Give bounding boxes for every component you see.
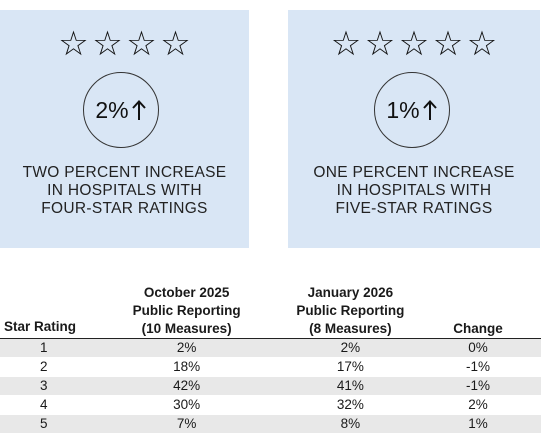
cell-change: 1% — [414, 414, 541, 433]
star-outline-icon: ☆ — [364, 24, 396, 64]
five-star-card: ☆ ☆ ☆ ☆ ☆ 1% ONE PERCENT INCREASE IN HOSPITA… — [288, 10, 540, 248]
cell-change: 0% — [414, 338, 541, 358]
star-outline-icon: ☆ — [58, 24, 89, 64]
cell-change: 2% — [414, 395, 541, 415]
star-outline-icon: ☆ — [466, 24, 498, 64]
percent-circle: 1% — [374, 72, 450, 148]
cell-rating: 5 — [0, 414, 88, 433]
header-january-2026: January 2026 Public Reporting (8 Measure… — [285, 284, 415, 339]
cell-october: 2% — [87, 338, 286, 358]
four-star-card: ☆ ☆ ☆ ☆ 2% TWO PERCENT INCREASE IN HOSPITAL… — [0, 10, 249, 248]
table-row: 1 2% 2% 0% — [0, 338, 541, 358]
percent-circle: 2% — [83, 72, 159, 148]
table-row: 3 42% 41% -1% — [0, 376, 541, 396]
cell-october: 42% — [87, 376, 286, 396]
cell-january: 17% — [285, 357, 415, 377]
star-rating-table: Star Rating October 2025 Public Reportin… — [0, 284, 541, 433]
description-line: IN HOSPITALS WITH — [336, 182, 492, 199]
description-line: IN HOSPITALS WITH — [47, 182, 202, 199]
cell-january: 32% — [285, 395, 415, 415]
star-rating-icons: ☆ ☆ ☆ ☆ ☆ — [288, 24, 540, 64]
cell-rating: 2 — [0, 357, 88, 377]
cell-january: 2% — [285, 338, 415, 358]
cell-change: -1% — [414, 357, 541, 377]
table-row: 2 18% 17% -1% — [0, 357, 541, 377]
up-arrow-icon — [131, 100, 146, 120]
cell-october: 30% — [87, 395, 286, 415]
star-outline-icon: ☆ — [126, 24, 157, 64]
description-line: TWO PERCENT INCREASE — [22, 164, 227, 181]
cell-october: 7% — [87, 414, 286, 433]
cell-change: -1% — [414, 376, 541, 396]
table-header-row: Star Rating October 2025 Public Reportin… — [0, 284, 541, 339]
table-row: 5 7% 8% 1% — [0, 414, 541, 433]
table-row: 4 30% 32% 2% — [0, 395, 541, 415]
cell-rating: 4 — [0, 395, 88, 415]
cell-january: 41% — [285, 376, 415, 396]
star-outline-icon: ☆ — [92, 24, 123, 64]
header-october-2025: October 2025 Public Reporting (10 Measur… — [87, 284, 286, 339]
star-outline-icon: ☆ — [160, 24, 191, 64]
card-description: ONE PERCENT INCREASE IN HOSPITALS WITH F… — [288, 164, 540, 218]
description-line: FOUR-STAR RATINGS — [41, 200, 208, 217]
star-outline-icon: ☆ — [432, 24, 464, 64]
percent-value: 1% — [386, 96, 420, 123]
card-description: TWO PERCENT INCREASE IN HOSPITALS WITH F… — [0, 164, 249, 218]
cell-october: 18% — [87, 357, 286, 377]
header-star-rating: Star Rating — [0, 284, 88, 339]
star-outline-icon: ☆ — [330, 24, 362, 64]
star-rating-icons: ☆ ☆ ☆ ☆ — [0, 24, 249, 64]
cell-rating: 3 — [0, 376, 88, 396]
description-line: FIVE-STAR RATINGS — [335, 200, 493, 217]
up-arrow-icon — [422, 100, 437, 120]
description-line: ONE PERCENT INCREASE — [313, 164, 515, 181]
cell-january: 8% — [285, 414, 415, 433]
header-change: Change — [414, 284, 541, 339]
cell-rating: 1 — [0, 338, 88, 358]
star-outline-icon: ☆ — [398, 24, 430, 64]
percent-value: 2% — [95, 96, 129, 123]
